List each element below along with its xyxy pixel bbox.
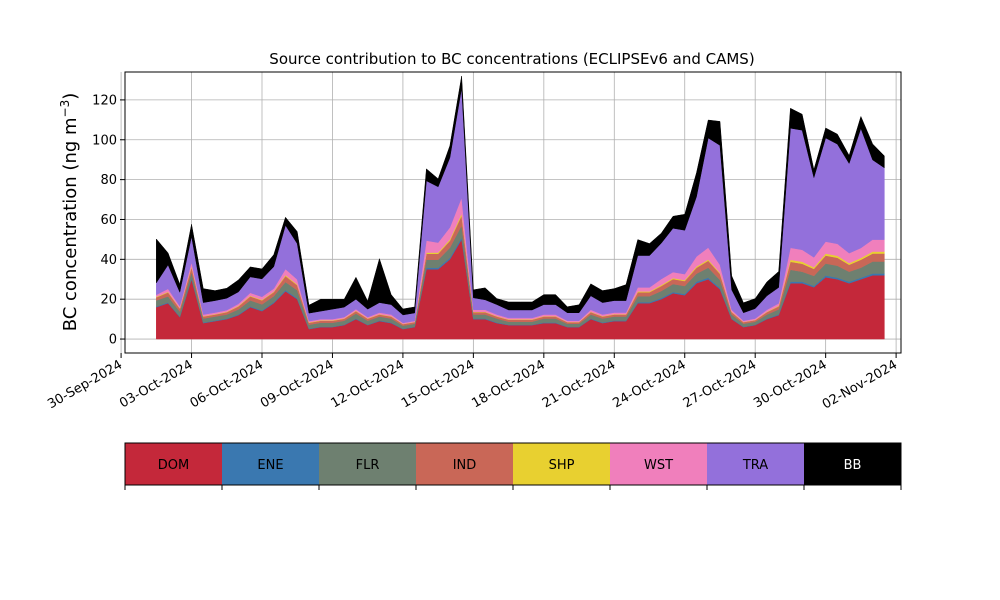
legend-swatch-ene	[222, 443, 319, 485]
area-bb	[156, 75, 885, 316]
legend-label-ind: IND	[453, 458, 477, 473]
legend-label-wst: WST	[644, 458, 673, 473]
x-tick-label: 27-Oct-2024	[681, 357, 759, 411]
legend-swatch-tra	[707, 443, 804, 485]
x-tick-label: 09-Oct-2024	[258, 357, 336, 411]
y-tick-label: 40	[100, 253, 117, 268]
legend-label-flr: FLR	[356, 458, 380, 473]
x-tick-label: 02-Nov-2024	[820, 357, 900, 412]
y-tick-label: 120	[92, 93, 117, 108]
x-tick-label: 18-Oct-2024	[469, 357, 547, 411]
y-tick-label: 100	[92, 133, 117, 148]
x-axis: 30-Sep-202403-Oct-202406-Oct-202409-Oct-…	[45, 353, 900, 412]
x-tick-label: 06-Oct-2024	[188, 357, 266, 411]
x-tick-label: 21-Oct-2024	[540, 357, 618, 411]
x-tick-label: 15-Oct-2024	[399, 357, 477, 411]
legend-swatch-bb	[804, 443, 901, 485]
legend-label-shp: SHP	[549, 458, 575, 473]
y-tick-label: 20	[100, 293, 117, 308]
stacked-areas	[156, 75, 885, 340]
x-tick-label: 30-Sep-2024	[45, 357, 125, 412]
legend-swatch-flr	[319, 443, 416, 485]
y-tick-label: 80	[100, 173, 117, 188]
legend-label-dom: DOM	[158, 458, 189, 473]
legend-swatch-ind	[416, 443, 513, 485]
x-tick-label: 03-Oct-2024	[117, 357, 195, 411]
legend-swatch-dom	[125, 443, 222, 485]
x-tick-label: 24-Oct-2024	[610, 357, 688, 411]
legend-label-bb: BB	[844, 458, 862, 473]
x-tick-label: 12-Oct-2024	[329, 357, 407, 411]
legend-swatch-shp	[513, 443, 610, 485]
legend-label-ene: ENE	[257, 458, 283, 473]
plot-frame	[124, 71, 902, 354]
y-axis: 0 20 40 60 80 100 120	[92, 93, 125, 348]
chart-title: Source contribution to BC concentrations…	[269, 50, 754, 68]
y-tick-label: 60	[100, 213, 117, 228]
legend-label-tra: TRA	[742, 458, 768, 473]
y-tick-label: 0	[109, 333, 117, 348]
x-tick-label: 30-Oct-2024	[751, 357, 829, 411]
y-axis-label: BC concentration (ng m−3)	[58, 93, 81, 332]
legend-colorbar: DOM ENE FLR IND SHP WST TRA BB	[124, 442, 902, 490]
legend-swatch-wst	[610, 443, 707, 485]
